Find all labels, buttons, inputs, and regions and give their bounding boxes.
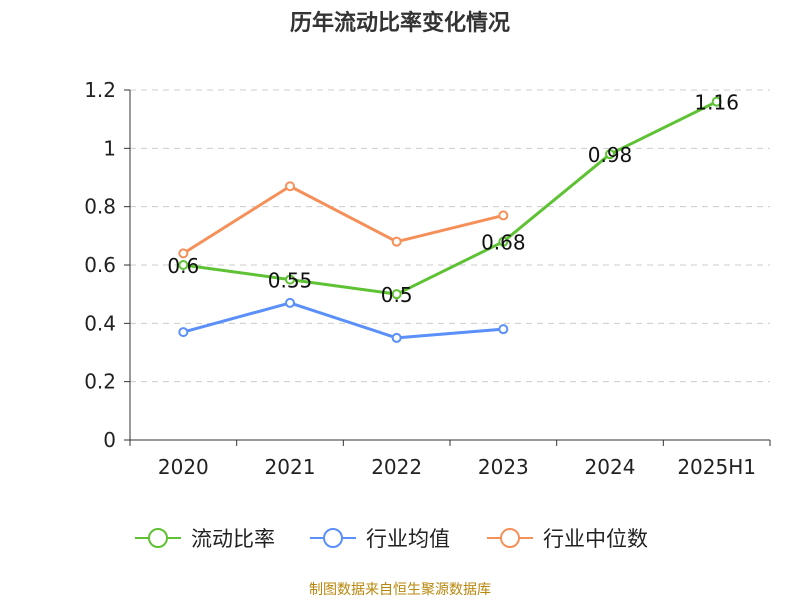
data-labels: 0.6 0.55 0.5 0.68 0.98 1.16 [167, 91, 739, 307]
y-tick-label: 1 [103, 136, 116, 160]
data-point [605, 149, 615, 160]
data-label: 1.16 [694, 91, 739, 115]
y-tick-label: 0.4 [84, 311, 116, 335]
data-point [391, 289, 402, 300]
x-tick-label: 2022 [371, 455, 422, 479]
data-point [285, 297, 295, 308]
x-tick-label: 2023 [478, 455, 529, 479]
data-point [498, 236, 509, 247]
grid-lines [130, 89, 770, 383]
data-point [178, 327, 189, 338]
legend-label: 行业中位数 [543, 527, 648, 551]
data-label: 0.68 [481, 231, 526, 255]
data-label: 0.98 [588, 143, 633, 167]
legend-label: 行业均值 [366, 527, 450, 551]
y-tick-label: 0.8 [84, 195, 116, 219]
axes: 0 0.2 0.4 0.6 0.8 1 1.2 2020 2021 2022 2023 2024 202… [84, 78, 771, 479]
legend-marker [500, 528, 520, 548]
series-line [182, 184, 504, 255]
legend: 流动比率 行业均值 行业中位数 [135, 527, 648, 551]
y-tick-label: 0.6 [84, 253, 116, 277]
chart-title: 历年流动比率变化情况 [290, 10, 510, 36]
data-point [498, 210, 509, 221]
series-line [182, 301, 504, 340]
data-point [391, 236, 402, 247]
legend-marker [148, 528, 168, 548]
legend-marker [323, 528, 343, 548]
y-tick-label: 0.2 [84, 370, 116, 394]
legend-label: 流动比率 [191, 527, 275, 551]
data-label: 0.6 [167, 254, 199, 278]
data-point [178, 248, 189, 259]
y-tick-label: 1.2 [84, 78, 116, 102]
series-group [178, 96, 722, 343]
series-line [183, 100, 718, 296]
x-tick-label: 2025H1 [677, 455, 756, 479]
data-point [285, 274, 295, 285]
x-tick-label: 2021 [265, 455, 316, 479]
data-label: 0.55 [268, 269, 313, 293]
data-point [498, 324, 509, 335]
data-label: 0.5 [381, 283, 413, 307]
data-point [391, 332, 402, 343]
data-point [711, 96, 722, 107]
x-tick-label: 2020 [158, 455, 209, 479]
data-point [178, 260, 189, 270]
source-note: 制图数据来自恒生聚源数据库 [309, 582, 491, 598]
x-tick-label: 2024 [585, 455, 636, 479]
data-point [285, 181, 295, 192]
y-tick-label: 0 [103, 428, 116, 452]
